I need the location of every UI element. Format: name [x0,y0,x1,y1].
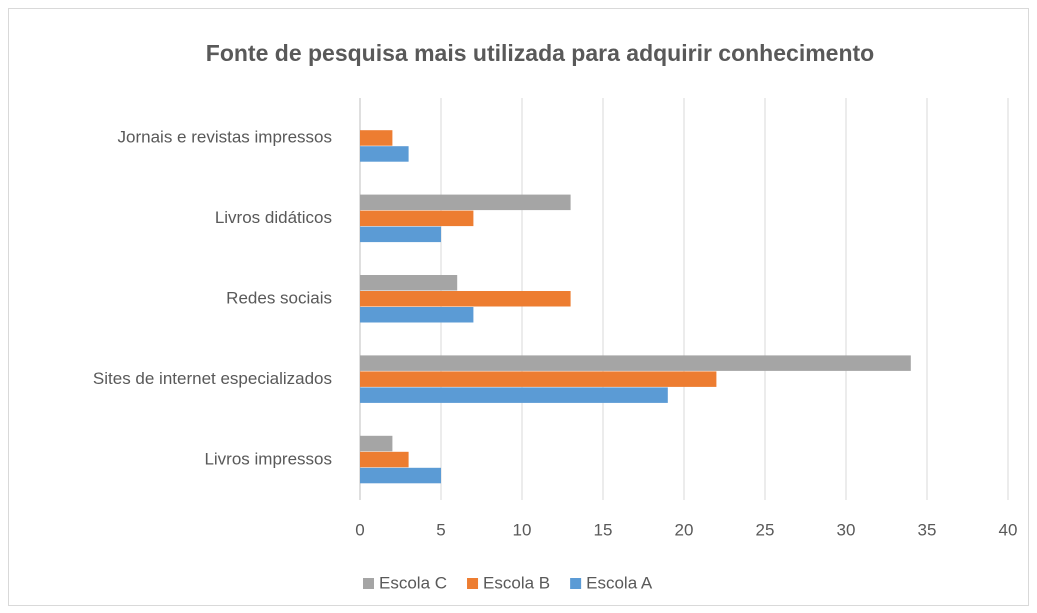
y-tick-label: Jornais e revistas impressos [118,128,332,147]
bar [360,146,409,162]
x-tick-label: 20 [675,520,694,539]
x-tick-label: 15 [594,520,613,539]
x-tick-label: 40 [999,520,1018,539]
bar [360,226,441,243]
x-tick-label: 5 [436,520,445,539]
legend-label: Escola A [586,573,653,592]
bar [360,387,668,403]
y-tick-label: Sites de internet especializados [93,369,332,388]
bar [360,291,571,307]
bar [360,435,393,452]
x-tick-label: 0 [355,520,364,539]
y-tick-label: Livros impressos [204,449,332,468]
bar [360,194,571,211]
bar [360,130,393,146]
x-tick-label: 35 [918,520,937,539]
bar [360,275,458,291]
bar [360,355,911,371]
chart-border [8,8,1029,606]
legend-swatch [467,578,479,589]
bar [360,307,474,323]
x-tick-label: 25 [756,520,775,539]
y-tick-label: Livros didáticos [215,208,332,227]
chart-title: Fonte de pesquisa mais utilizada para ad… [206,40,874,66]
legend-label: Escola B [483,573,550,592]
bar [360,210,474,227]
legend-swatch [570,578,582,589]
y-tick-label: Redes sociais [226,288,332,307]
bar [360,451,409,468]
legend-label: Escola C [379,573,447,592]
legend-swatch [363,578,374,589]
x-tick-label: 10 [513,520,532,539]
bar [360,467,441,484]
bar [360,371,717,387]
x-tick-label: 30 [837,520,856,539]
